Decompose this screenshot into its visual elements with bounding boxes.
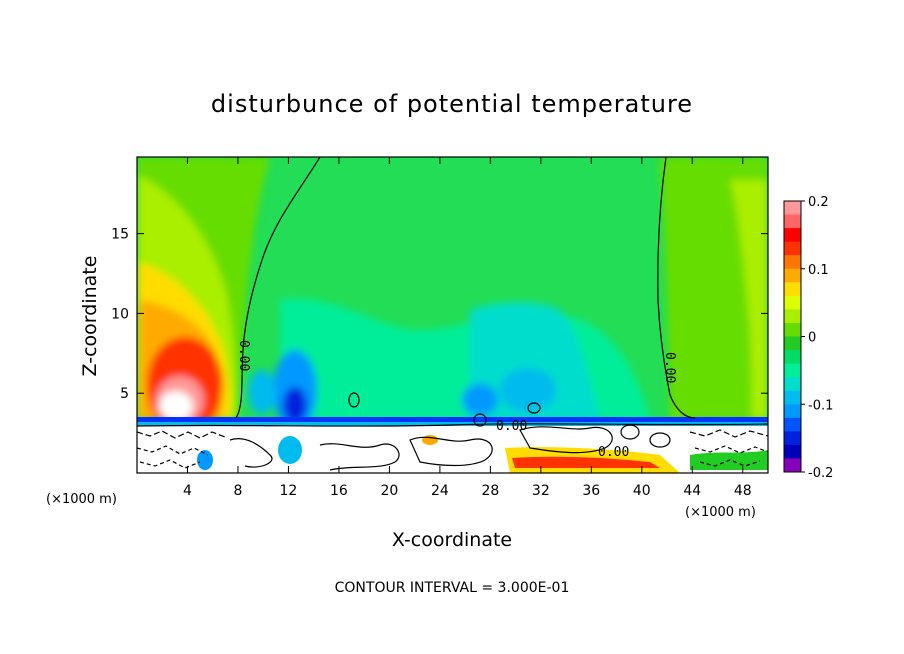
left-white-core <box>159 391 193 421</box>
colorbar-swatch <box>784 214 801 229</box>
lower-red-patch <box>512 456 660 468</box>
colorbar-swatch <box>784 336 801 351</box>
lower-orange-patch <box>422 435 438 445</box>
colorbar-swatch <box>784 431 801 446</box>
contour-loop-27km <box>473 413 487 427</box>
colorbar-swatch <box>784 228 801 243</box>
contour-wavy-left <box>137 430 226 439</box>
contour-label: 0.00 <box>496 419 527 434</box>
contour-lower-3 <box>519 426 613 454</box>
contour-label-group: 0.00 0.00 0.00 0.00 <box>236 340 677 460</box>
colorbar-swatch <box>784 417 801 432</box>
colorbar-swatch <box>784 404 801 419</box>
x-axis: 4 8 12 16 20 24 28 32 36 40 44 48 <box>183 157 752 499</box>
y-tick-label: 10 <box>111 306 129 322</box>
contour-loop-41km <box>649 432 671 448</box>
colorbar: 0.2 0.1 0 -0.1 -0.2 <box>783 195 833 481</box>
lower-cool-patch-left <box>197 450 213 470</box>
contour-label: 0.00 <box>236 340 251 371</box>
contour-lower-2 <box>409 436 493 467</box>
colorbar-tick-label: 0 <box>808 331 816 346</box>
x-tick-label: 40 <box>633 483 651 499</box>
contour-lower-4 <box>229 438 273 468</box>
x-tick-label: 16 <box>330 483 348 499</box>
contour-loop-17km <box>348 392 360 408</box>
colorbar-swatch <box>784 282 801 297</box>
contour-wavy-right-2 <box>694 445 768 454</box>
colorbar-tick-label: 0.1 <box>808 263 829 278</box>
boundary-blue-layer <box>137 417 768 423</box>
contour-lower-1 <box>319 443 400 471</box>
colorbar-swatch <box>784 255 801 270</box>
x-tick-label: 8 <box>233 483 242 499</box>
colorbar-swatch <box>784 390 801 405</box>
contour-label: 0.00 <box>598 445 629 460</box>
contour-wavy-right-3 <box>699 459 761 467</box>
temperature-field <box>137 157 768 473</box>
x-tick-label: 36 <box>582 483 600 499</box>
contour-boundary <box>137 423 768 427</box>
x-tick-label: 24 <box>431 483 449 499</box>
colorbar-swatch <box>784 350 801 365</box>
plot-frame <box>136 156 769 474</box>
colorbar-tick-label: -0.2 <box>808 466 833 481</box>
zero-contour-left <box>235 157 321 419</box>
x-tick-label: 32 <box>532 483 550 499</box>
cool-blob-27km <box>462 384 498 416</box>
cold-core-12km <box>283 387 307 423</box>
y-axis-title: Z-coordinate <box>79 256 101 377</box>
colorbar-swatch <box>784 309 801 324</box>
colorbar-swatch <box>784 363 801 378</box>
cool-blob-31km <box>500 368 556 412</box>
colorbar-tick-label: 0.2 <box>808 195 829 210</box>
chart-title: disturbunce of potential temperature <box>211 90 693 118</box>
colorbar-swatch <box>784 444 801 459</box>
x-tick-label: 12 <box>280 483 298 499</box>
lower-cool-patch <box>278 436 302 464</box>
contour-wavy-right <box>689 429 768 438</box>
contour-wavy-left-2 <box>137 445 209 456</box>
colorbar-swatch <box>784 201 801 216</box>
boundary-cyan-layer <box>137 422 768 426</box>
colorbar-swatch <box>784 458 801 473</box>
x-tick-label: 48 <box>734 483 752 499</box>
x-tick-label: 28 <box>481 483 499 499</box>
y-axis: 5 10 15 <box>111 227 768 402</box>
colorbar-swatch <box>784 295 801 310</box>
colorbar-swatch <box>784 377 801 392</box>
contour-loop-32km <box>527 402 541 414</box>
x-tick-label: 44 <box>683 483 701 499</box>
x-axis-title: X-coordinate <box>392 529 512 551</box>
colorbar-tick-label: -0.1 <box>808 398 833 413</box>
y-tick-label: 5 <box>120 386 129 402</box>
cool-blob-10km <box>248 370 276 414</box>
colorbar-swatch <box>784 241 801 256</box>
colorbar-swatch <box>784 322 801 337</box>
colorbar-swatch <box>784 268 801 283</box>
y-unit-label: (×1000 m) <box>46 492 117 507</box>
contour-wavy-left-3 <box>139 459 201 469</box>
y-tick-label: 15 <box>111 227 129 243</box>
x-tick-label: 20 <box>380 483 398 499</box>
contour-lines <box>137 157 768 471</box>
zero-contour-right <box>657 157 696 419</box>
x-tick-label: 4 <box>183 483 192 499</box>
x-unit-label: (×1000 m) <box>685 505 756 520</box>
contour-label: 0.00 <box>662 352 677 383</box>
contour-loop-39km <box>620 424 640 440</box>
contour-interval-text: CONTOUR INTERVAL = 3.000E-01 <box>335 580 570 596</box>
right-yellow-region <box>730 180 768 420</box>
